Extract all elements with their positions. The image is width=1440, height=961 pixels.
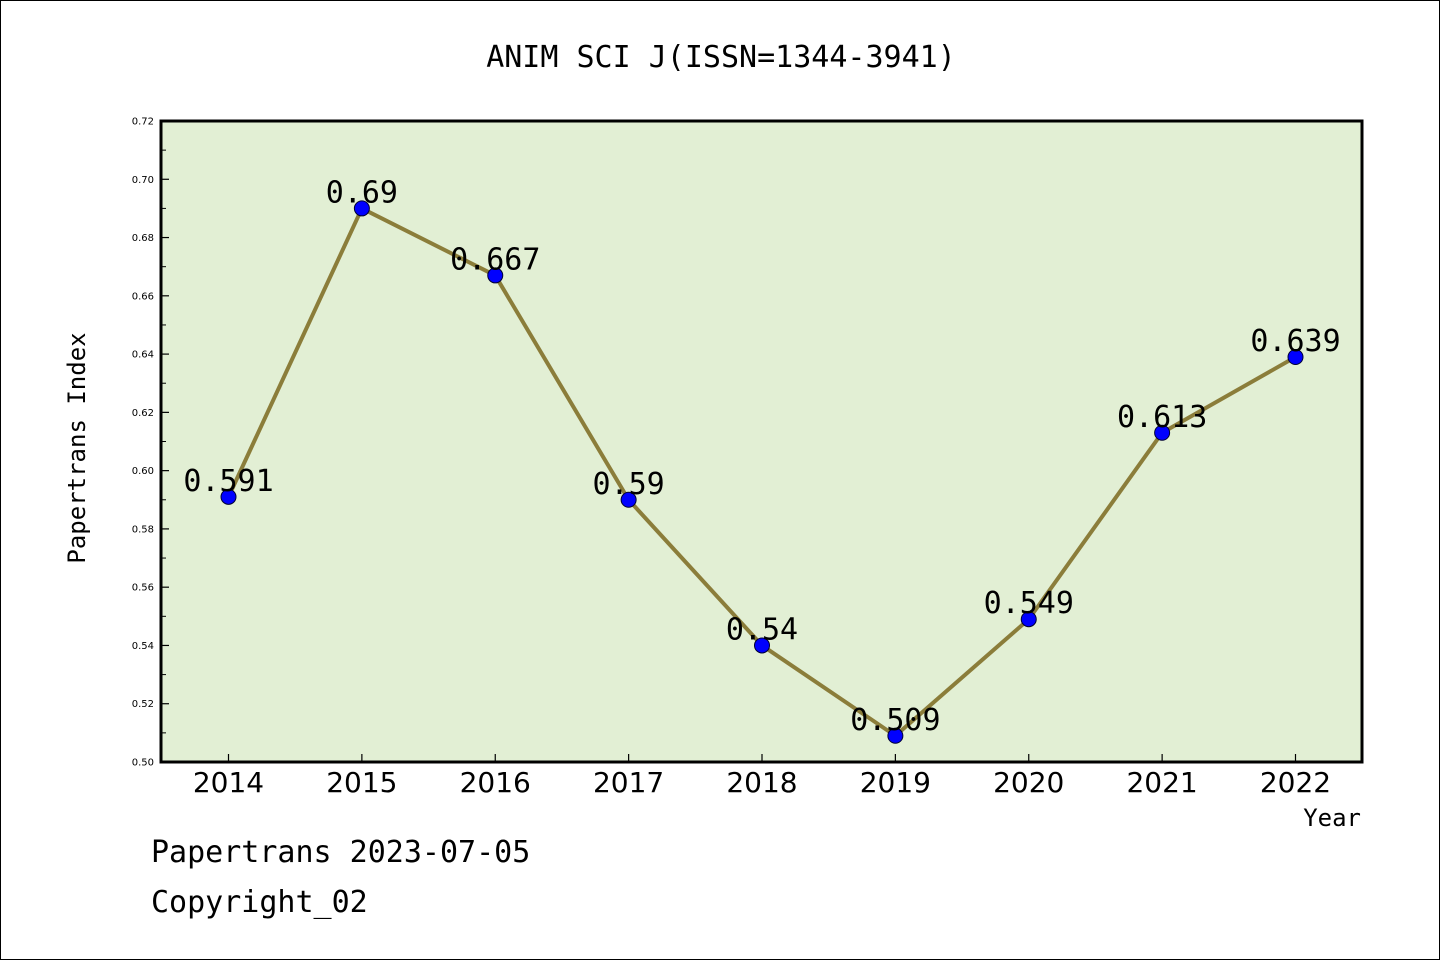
y-axis-label: Papertrans Index bbox=[63, 332, 91, 563]
plot-border bbox=[159, 119, 1364, 764]
x-axis-label: Year bbox=[1303, 804, 1361, 832]
y-tick-label: 0.60 bbox=[132, 466, 154, 477]
data-point-marker bbox=[754, 637, 770, 654]
y-tick-label: 0.66 bbox=[132, 291, 154, 302]
y-tick-label: 0.58 bbox=[132, 524, 154, 535]
x-tick-label: 2014 bbox=[193, 766, 264, 799]
series-group: 0.591 0.69 0.667 0.59 0.54 0.509 0.549 0.613 0.6… bbox=[183, 175, 1341, 744]
y-axis-ticks: 0.50 0.52 0.54 0.56 0.58 0.60 0.62 0.64 0.66 0.68… bbox=[132, 117, 169, 769]
footer-date-text: Papertrans 2023-07-05 bbox=[151, 835, 531, 870]
data-point-marker bbox=[487, 267, 504, 284]
data-label: 0.509 bbox=[850, 703, 940, 738]
data-label: 0.549 bbox=[984, 586, 1074, 621]
data-label: 0.54 bbox=[726, 612, 798, 647]
x-tick-label: 2017 bbox=[593, 766, 664, 799]
y-tick-label: 0.64 bbox=[132, 350, 154, 361]
data-label: 0.667 bbox=[450, 242, 540, 277]
y-tick-label: 0.70 bbox=[132, 175, 154, 186]
x-tick-label: 2018 bbox=[726, 766, 797, 799]
x-tick-label: 2016 bbox=[460, 766, 531, 799]
data-point-marker bbox=[887, 727, 904, 744]
y-tick-label: 0.52 bbox=[132, 699, 154, 710]
y-tick-label: 0.62 bbox=[132, 408, 154, 419]
data-point-marker bbox=[1154, 424, 1171, 441]
plot-area bbox=[161, 121, 1362, 762]
data-label: 0.613 bbox=[1117, 400, 1207, 435]
data-label: 0.639 bbox=[1250, 324, 1340, 359]
data-point-marker bbox=[1287, 349, 1304, 366]
footer-copyright-text: Copyright_02 bbox=[151, 885, 368, 920]
y-tick-label: 0.56 bbox=[132, 583, 154, 594]
y-tick-label: 0.50 bbox=[132, 758, 154, 769]
x-tick-label: 2015 bbox=[326, 766, 397, 799]
data-label: 0.591 bbox=[183, 464, 273, 499]
x-tick-label: 2020 bbox=[993, 766, 1064, 799]
y-tick-label: 0.68 bbox=[132, 233, 154, 244]
data-point-marker bbox=[220, 488, 237, 505]
chart-title: ANIM SCI J(ISSN=1344-3941) bbox=[486, 40, 956, 75]
x-axis-ticks: 2014 2015 2016 2017 2018 2019 2020 2021 2022 bbox=[193, 754, 1331, 799]
data-point-marker bbox=[620, 491, 637, 508]
data-point-marker bbox=[1020, 611, 1037, 628]
x-tick-label: 2019 bbox=[860, 766, 931, 799]
x-tick-label: 2021 bbox=[1126, 766, 1197, 799]
y-tick-label: 0.54 bbox=[132, 641, 154, 652]
data-point-marker bbox=[353, 200, 370, 217]
y-tick-label: 0.72 bbox=[132, 117, 154, 128]
data-label: 0.69 bbox=[326, 175, 398, 210]
data-label: 0.59 bbox=[593, 467, 665, 502]
x-tick-label: 2022 bbox=[1260, 766, 1331, 799]
